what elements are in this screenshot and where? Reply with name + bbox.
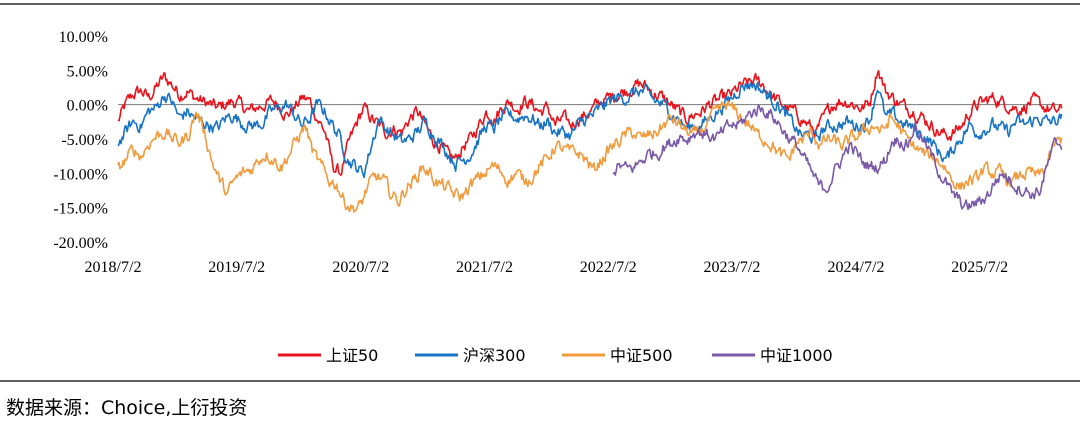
x-tick-label: 2023/7/2 [703,259,760,276]
legend-label: 中证1000 [760,346,833,365]
y-tick-label: 10.00% [59,29,108,46]
legend-label: 中证500 [610,346,673,365]
y-tick-label: -5.00% [61,132,108,149]
series-line [117,69,1063,176]
series-line [612,103,1063,211]
series-line [117,81,1063,179]
x-tick-label: 2019/7/2 [208,259,265,276]
x-tick-label: 2021/7/2 [456,259,513,276]
x-tick-label: 2022/7/2 [580,259,637,276]
y-tick-label: 0.00% [67,98,108,115]
x-tick-label: 2025/7/2 [951,259,1008,276]
series-line [117,100,1063,213]
y-tick-label: -15.00% [53,201,108,218]
source-note: 数据来源：Choice,上衍投资 [6,397,248,419]
y-tick-label: -20.00% [53,235,108,252]
legend-label: 上证50 [326,346,378,365]
legend-label: 沪深300 [463,346,526,365]
y-tick-label: 5.00% [67,63,108,80]
x-tick-label: 2020/7/2 [332,259,389,276]
x-tick-label: 2018/7/2 [85,259,142,276]
x-tick-label: 2024/7/2 [828,259,885,276]
y-tick-label: -10.00% [53,166,108,183]
